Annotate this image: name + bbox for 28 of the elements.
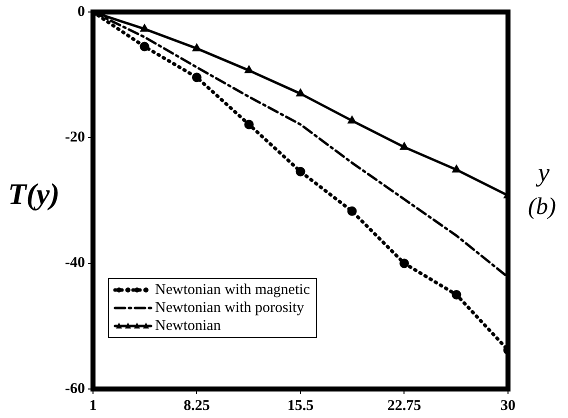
point xyxy=(347,206,357,216)
y-tick-label: -20 xyxy=(64,130,85,146)
x-tick-label: 8.25 xyxy=(184,398,210,414)
legend-label: Newtonian with porosity xyxy=(155,299,304,317)
y-tick-label: 0 xyxy=(77,4,85,20)
x-axis-title: y xyxy=(538,158,550,188)
x-tick-label: 22.75 xyxy=(387,398,422,414)
x-tick-label: 1 xyxy=(89,398,97,414)
point xyxy=(400,258,409,268)
text: (b) xyxy=(528,194,556,221)
point xyxy=(192,44,201,52)
point xyxy=(244,120,254,130)
x-tick-label: 15.5 xyxy=(287,398,314,414)
y-tick-label: -40 xyxy=(64,255,85,272)
legend-label: Newtonian with magnetic xyxy=(155,281,310,299)
point xyxy=(452,165,460,172)
point xyxy=(140,42,150,52)
x-tick-label: 30 xyxy=(500,398,516,414)
point xyxy=(348,116,356,124)
point xyxy=(452,290,462,300)
point xyxy=(296,89,304,96)
legend-label: Newtonian xyxy=(155,317,221,335)
point xyxy=(140,24,148,32)
point xyxy=(296,166,306,176)
point xyxy=(400,142,408,150)
point xyxy=(192,72,202,82)
y-tick-label: -60 xyxy=(64,380,85,397)
y-axis-title: T(y) xyxy=(8,178,60,212)
